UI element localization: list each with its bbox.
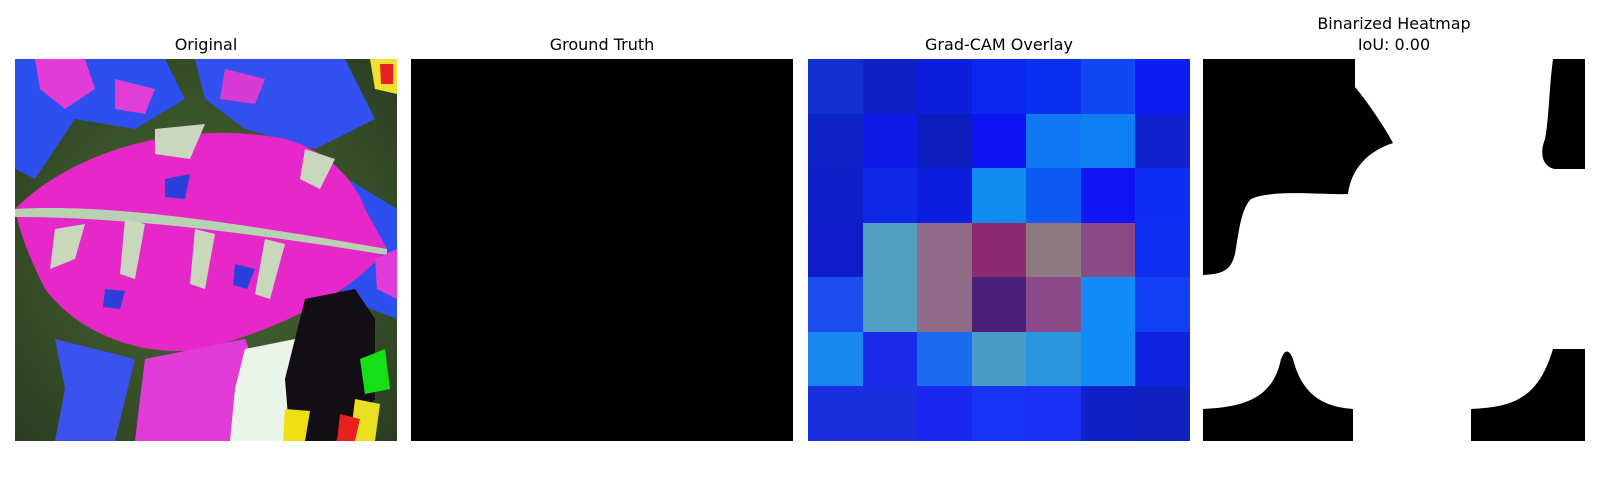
gradcam-cell [808,168,863,223]
gradcam-cell [862,277,918,332]
gradcam-cell [862,113,918,169]
gradcam-cell [862,331,918,387]
gradcam-title: Grad-CAM Overlay [925,35,1073,54]
gradcam-cell [808,59,863,114]
gradcam-cell [1026,331,1081,387]
gradcam-cell [917,113,972,169]
gradcam-cell [862,168,918,223]
gradcam-cell [917,331,972,387]
gradcam-cell [971,59,1027,114]
gradcam-overlay [808,59,1190,441]
binarized-title: Binarized Heatmap [1317,14,1471,33]
gradcam-cell [1135,168,1190,223]
gradcam-cell [1080,277,1136,332]
binarized-heatmap [1203,59,1585,441]
gradcam-cell [1135,277,1190,332]
gradcam-cell [971,113,1027,169]
gradcam-cell [1026,113,1081,169]
gradcam-cell [862,386,918,441]
gradcam-cell [862,59,918,114]
gradcam-cell [1080,386,1136,441]
gradcam-cell [917,222,972,278]
gradcam-cell [1135,331,1190,387]
gradcam-cell [1026,222,1081,278]
gradcam-cell [808,331,863,387]
gradcam-cell [1080,113,1136,169]
gradcam-cell [917,386,972,441]
gradcam-cell [971,222,1027,278]
gradcam-cell [917,168,972,223]
gradcam-cell [1080,222,1136,278]
gradcam-cell [917,277,972,332]
gradcam-cell [808,386,863,441]
gradcam-cell [1080,331,1136,387]
iou-label: IoU: 0.00 [1357,35,1431,54]
gradcam-cell [1080,168,1136,223]
gradcam-cell [1135,113,1190,169]
gradcam-cell [1080,59,1136,114]
original-image [15,59,397,441]
gradcam-cell [971,386,1027,441]
gradcam-cell [808,222,863,278]
gradcam-cell [1026,168,1081,223]
gradcam-cell [1135,386,1190,441]
ground-truth-mask [411,59,793,441]
ground-truth-title: Ground Truth [549,35,655,54]
gradcam-cell [1026,59,1081,114]
gradcam-cell [971,277,1027,332]
gradcam-cell [1135,59,1190,114]
gradcam-cell [1026,277,1081,332]
original-title: Original [174,35,238,54]
gradcam-cell [971,168,1027,223]
gradcam-cell [1135,222,1190,278]
gradcam-cell [808,277,863,332]
gradcam-cell [917,59,972,114]
gradcam-cell [808,113,863,169]
gradcam-cell [862,222,918,278]
gradcam-cell [1026,386,1081,441]
gradcam-cell [971,331,1027,387]
